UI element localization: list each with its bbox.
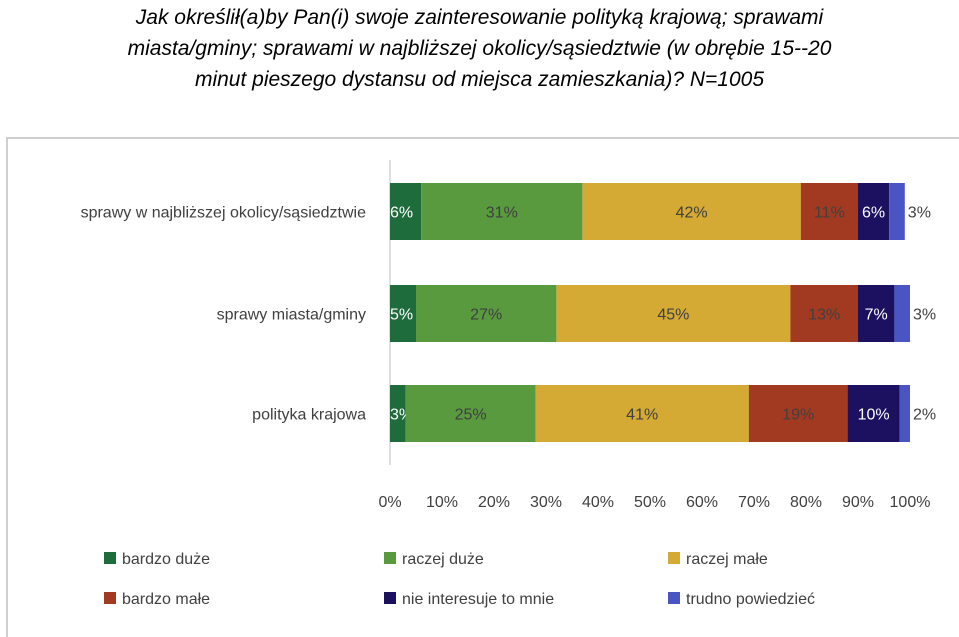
data-label: 5%	[390, 307, 413, 324]
x-tick-label: 30%	[530, 494, 562, 511]
x-tick-label: 20%	[478, 494, 510, 511]
bar-segment	[421, 183, 583, 240]
data-label: 31%	[486, 205, 518, 222]
bar-segment	[894, 285, 910, 342]
legend-swatch	[104, 592, 116, 604]
chart-title-line-3: minut pieszego dystansu od miejsca zamie…	[194, 68, 765, 91]
data-label: 13%	[808, 307, 840, 324]
legend-swatch	[384, 592, 396, 604]
chart-frame	[6, 137, 959, 637]
bar-segment	[858, 183, 890, 240]
bar-segment	[800, 183, 858, 240]
data-label: 3%	[908, 205, 931, 222]
bar-segment	[899, 385, 910, 442]
data-label: 10%	[858, 407, 890, 424]
legend-swatch	[668, 592, 680, 604]
legend-swatch	[384, 552, 396, 564]
x-tick-label: 90%	[842, 494, 874, 511]
data-label: 19%	[782, 407, 814, 424]
legend-swatch	[668, 552, 680, 564]
bar-segment	[405, 385, 536, 442]
data-label: 11%	[814, 205, 845, 222]
x-tick-label: 0%	[378, 494, 401, 511]
x-tick-label: 40%	[582, 494, 614, 511]
data-label: 3%	[913, 307, 936, 324]
legend-label: raczej duże	[402, 551, 484, 568]
legend-label: bardzo małe	[122, 591, 210, 608]
category-label: polityka krajowa	[252, 407, 366, 424]
bar-segment	[390, 285, 416, 342]
data-label: 6%	[390, 205, 413, 222]
x-tick-label: 80%	[790, 494, 822, 511]
legend-label: raczej małe	[686, 551, 768, 568]
data-label: 42%	[676, 205, 708, 222]
bar-segment	[847, 385, 900, 442]
x-tick-label: 50%	[634, 494, 666, 511]
x-tick-label: 70%	[738, 494, 770, 511]
data-label: 45%	[657, 307, 689, 324]
chart-title-line-1: Jak określił(a)by Pan(i) swoje zainteres…	[135, 6, 824, 29]
data-label: 25%	[455, 407, 487, 424]
chart-title: Jak określił(a)by Pan(i) swoje zainteres…	[10, 2, 949, 95]
x-tick-label: 60%	[686, 494, 718, 511]
legend-label: bardzo duże	[122, 551, 210, 568]
x-tick-label: 10%	[426, 494, 458, 511]
bar-segment	[535, 385, 749, 442]
bar-segment	[390, 183, 422, 240]
data-label: 2%	[913, 407, 936, 424]
bar-segment	[582, 183, 801, 240]
bar-segment	[390, 385, 406, 442]
data-label: 7%	[865, 307, 888, 324]
data-label: 6%	[862, 205, 885, 222]
bar-segment	[858, 285, 895, 342]
category-label: sprawy miasta/gminy	[217, 307, 366, 324]
bar-segment	[416, 285, 557, 342]
bar-segment	[790, 285, 858, 342]
chart-title-line-2: miasta/gminy; sprawami w najbliższej oko…	[127, 37, 832, 60]
data-label: 41%	[626, 407, 658, 424]
legend-label: trudno powiedzieć	[686, 591, 815, 608]
legend-swatch	[104, 552, 116, 564]
x-tick-label: 100%	[890, 494, 931, 511]
category-label: sprawy w najbliższej okolicy/sąsiedztwie	[81, 205, 367, 222]
legend-label: nie interesuje to mnie	[402, 591, 554, 608]
bar-segment	[556, 285, 791, 342]
bar-segment	[889, 183, 905, 240]
data-label: 27%	[470, 307, 502, 324]
bar-segment	[748, 385, 848, 442]
